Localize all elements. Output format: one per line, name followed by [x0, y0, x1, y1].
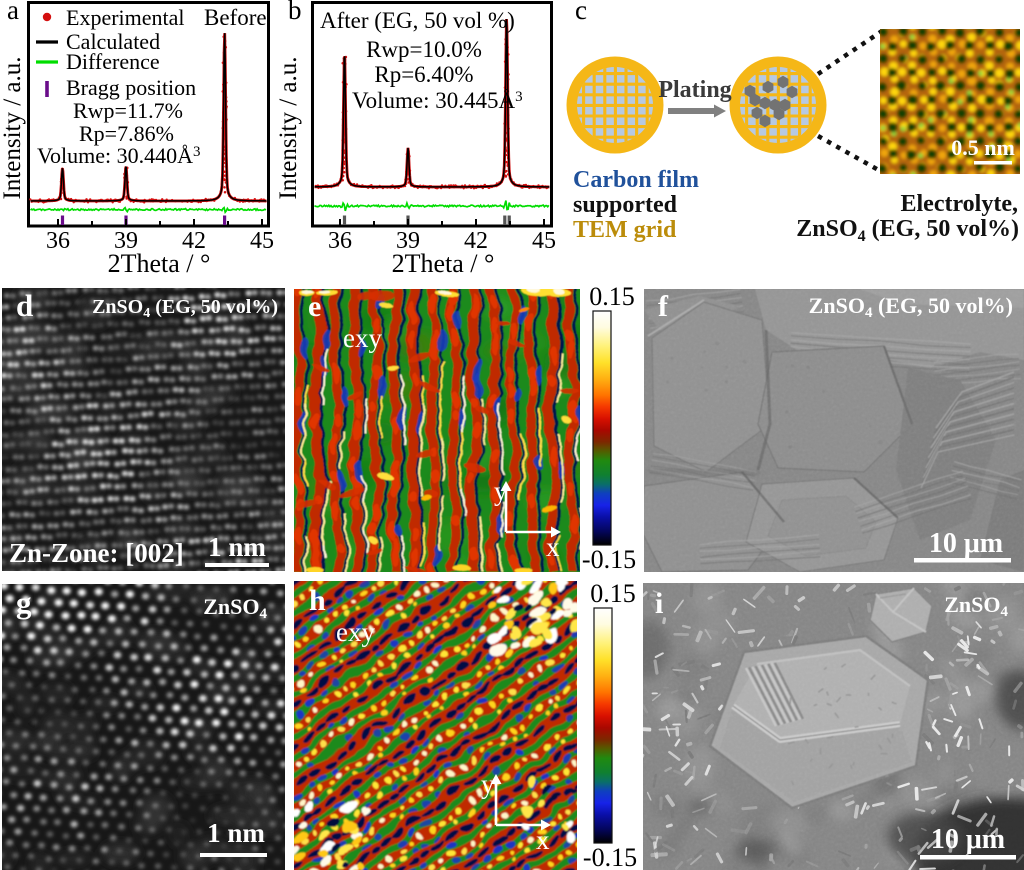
svg-text:ZnSO4: ZnSO4 — [944, 592, 1008, 620]
svg-text:e: e — [308, 290, 321, 323]
svg-text:ZnSO4 (EG, 50 vol%): ZnSO4 (EG, 50 vol%) — [796, 216, 1019, 245]
svg-text:1 nm: 1 nm — [208, 532, 266, 562]
svg-text:42: 42 — [182, 228, 206, 254]
svg-text:-0.15: -0.15 — [582, 545, 636, 574]
svg-text:y: y — [494, 476, 508, 506]
svg-text:Electrolyte,: Electrolyte, — [900, 191, 1018, 217]
svg-text:y: y — [481, 769, 495, 799]
svg-text:f: f — [658, 290, 669, 323]
svg-text:i: i — [655, 587, 663, 620]
svg-text:Carbon film: Carbon film — [573, 167, 699, 193]
svg-text:Before: Before — [204, 5, 267, 30]
svg-text:Experimental: Experimental — [66, 5, 185, 30]
svg-text:36: 36 — [46, 228, 70, 254]
svg-text:g: g — [16, 585, 32, 620]
svg-text:42: 42 — [464, 228, 488, 254]
svg-text:1 nm: 1 nm — [207, 818, 265, 848]
svg-text:exy: exy — [343, 323, 382, 353]
svg-text:Zn-Zone: [002]: Zn-Zone: [002] — [9, 538, 184, 568]
svg-text:x: x — [536, 825, 550, 855]
svg-text:45: 45 — [532, 228, 556, 254]
svg-text:ZnSO4 (EG, 50 vol%): ZnSO4 (EG, 50 vol%) — [809, 293, 1013, 321]
svg-text:Bragg position: Bragg position — [66, 75, 196, 100]
svg-text:10 μm: 10 μm — [929, 528, 1003, 559]
svg-text:a: a — [7, 0, 19, 25]
svg-text:0.5 nm: 0.5 nm — [951, 135, 1015, 160]
svg-text:39: 39 — [114, 228, 138, 254]
svg-text:36: 36 — [328, 228, 352, 254]
svg-text:Rwp=11.7%: Rwp=11.7% — [73, 98, 183, 123]
svg-text:exy: exy — [336, 617, 375, 647]
svg-text:TEM grid: TEM grid — [573, 217, 677, 243]
svg-text:Intensity / a.u.: Intensity / a.u. — [0, 56, 26, 199]
svg-text:Plating: Plating — [658, 77, 731, 103]
svg-text:Volume: 30.440Å3: Volume: 30.440Å3 — [37, 143, 201, 168]
svg-text:Rp=6.40%: Rp=6.40% — [374, 62, 473, 87]
svg-text:2Theta / °: 2Theta / ° — [108, 249, 211, 278]
svg-text:39: 39 — [396, 228, 420, 254]
svg-text:x: x — [546, 532, 560, 562]
svg-text:h: h — [309, 584, 326, 617]
svg-text:Rwp=10.0%: Rwp=10.0% — [366, 37, 482, 62]
svg-text:b: b — [288, 0, 302, 25]
svg-text:0.15: 0.15 — [590, 579, 636, 608]
svg-text:supported: supported — [573, 192, 678, 218]
svg-text:Calculated: Calculated — [66, 29, 160, 54]
svg-text:10 μm: 10 μm — [931, 824, 1005, 855]
svg-text:45: 45 — [250, 228, 274, 254]
svg-text:ZnSO4 (EG, 50 vol%): ZnSO4 (EG, 50 vol%) — [92, 296, 278, 321]
svg-text:2Theta / °: 2Theta / ° — [392, 249, 495, 278]
svg-text:Rp=7.86%: Rp=7.86% — [79, 121, 174, 146]
svg-text:c: c — [575, 0, 587, 25]
svg-text:ZnSO4: ZnSO4 — [203, 594, 267, 622]
svg-text:Intensity / a.u.: Intensity / a.u. — [275, 56, 302, 199]
svg-text:0.15: 0.15 — [589, 282, 635, 311]
svg-text:-0.15: -0.15 — [583, 843, 637, 870]
svg-text:After (EG, 50 vol %): After (EG, 50 vol %) — [320, 8, 515, 33]
svg-text:Difference: Difference — [66, 49, 160, 74]
svg-text:Volume: 30.445Å3: Volume: 30.445Å3 — [352, 88, 523, 113]
svg-text:d: d — [16, 288, 33, 323]
